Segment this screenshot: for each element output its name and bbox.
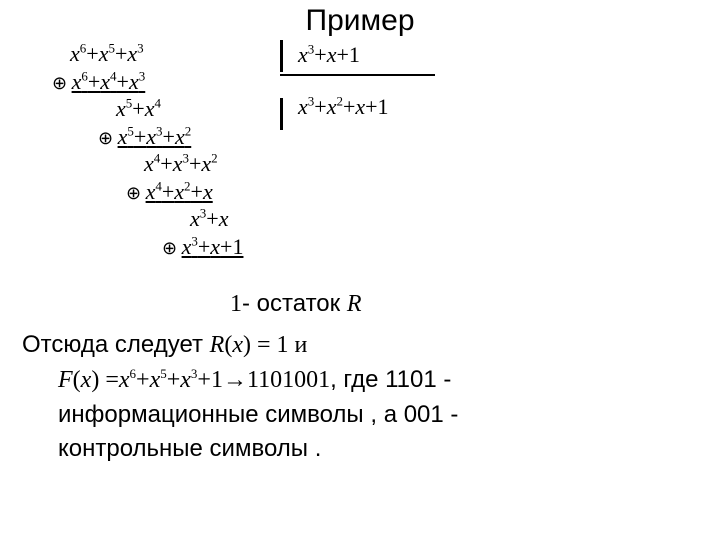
remainder-line: 1- остаток R [230,290,361,318]
long-division-right: x3+x+1 x3+x2+x+1 [280,42,389,120]
explanation-paragraph: Отсюда следует R(x) = 1 и F(x) =x6+x5+x3… [22,328,582,467]
division-vbar-bot [280,98,283,130]
division-vbar-top [280,40,283,72]
para-text: Отсюда следует [22,331,210,358]
page-title: Пример [0,4,720,38]
division-hbar [280,74,435,76]
quotient: x3+x2+x+1 [280,94,389,120]
divisor: x3+x+1 [280,42,389,68]
